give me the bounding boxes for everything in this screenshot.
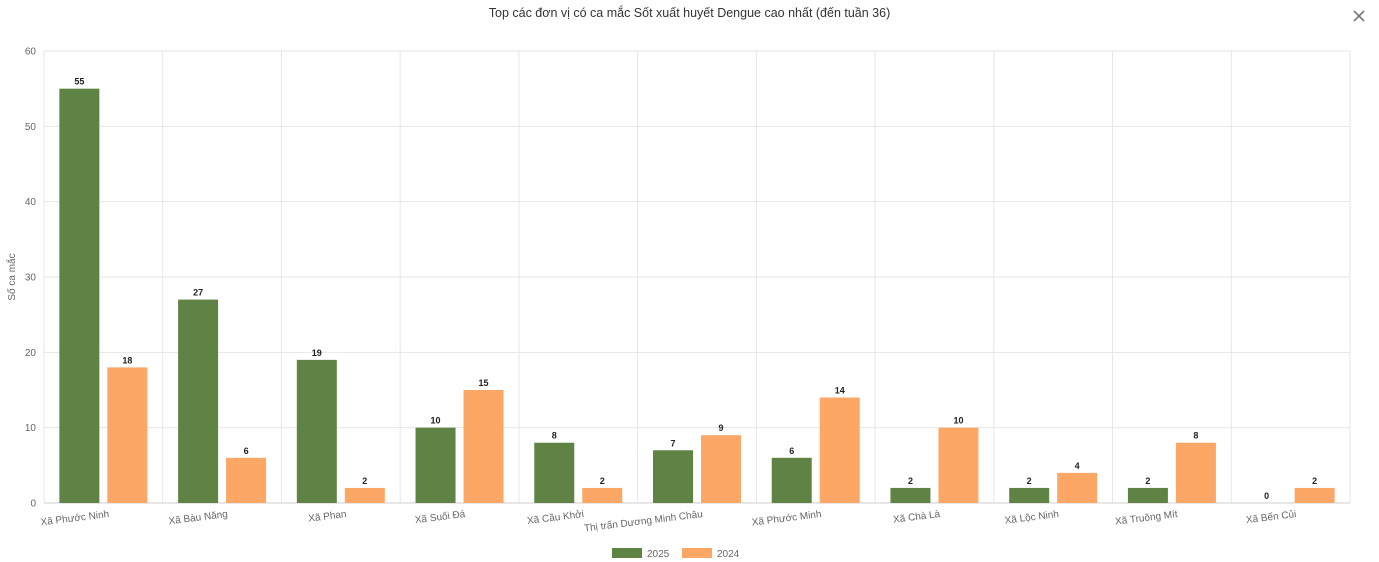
data-label: 2 (1312, 476, 1317, 486)
x-tick-label: Xã Phan (308, 509, 347, 525)
bar-2024[interactable] (226, 457, 267, 503)
y-tick-label: 40 (25, 197, 37, 208)
legend-label[interactable]: 2025 (647, 549, 670, 560)
bar-2024[interactable] (582, 487, 623, 503)
data-label: 2 (908, 476, 913, 486)
data-label: 8 (1193, 431, 1198, 441)
bar-2025[interactable] (59, 88, 100, 504)
x-tick-label: Xã Bến Củi (1245, 508, 1297, 526)
bar-2024[interactable] (107, 367, 148, 503)
bar-2024[interactable] (1294, 487, 1335, 503)
data-label: 14 (835, 386, 845, 396)
bar-2025[interactable] (1127, 487, 1168, 503)
data-label: 4 (1075, 461, 1080, 471)
bar-2024[interactable] (819, 397, 860, 503)
data-label: 10 (953, 416, 963, 426)
bar-2024[interactable] (344, 487, 385, 503)
bar-2025[interactable] (296, 359, 337, 503)
bar-2024[interactable] (938, 427, 979, 503)
data-label: 0 (1264, 491, 1269, 501)
x-tick-label: Xã Bàu Năng (168, 509, 228, 527)
data-label: 2 (1027, 476, 1032, 486)
data-label: 10 (431, 416, 441, 426)
y-tick-label: 20 (25, 348, 37, 359)
bar-2025[interactable] (415, 427, 456, 503)
y-axis-title: Số ca mắc (5, 253, 18, 300)
data-label: 6 (789, 446, 794, 456)
bar-2024[interactable] (463, 390, 504, 503)
data-label: 2 (600, 476, 605, 486)
data-label: 19 (312, 348, 322, 358)
chart-title: Top các đơn vị có ca mắc Sốt xuất huyết … (488, 6, 891, 20)
bar-2024[interactable] (701, 435, 741, 503)
bar-2025[interactable] (534, 442, 575, 503)
x-tick-label: Xã Cầu Khởi (526, 508, 584, 527)
data-label: 8 (552, 431, 557, 441)
x-tick-label: Xã Chà Là (893, 509, 942, 526)
data-label: 15 (479, 378, 489, 388)
data-label: 2 (362, 476, 367, 486)
y-tick-label: 60 (25, 47, 37, 58)
x-tick-label: Xã Truông Mít (1115, 509, 1179, 528)
y-tick-label: 10 (25, 423, 37, 434)
x-tick-label: Xã Lộc Ninh (1004, 509, 1059, 527)
legend-swatch-2024[interactable] (682, 548, 712, 558)
legend-swatch-2025[interactable] (612, 548, 642, 558)
close-icon (1353, 10, 1365, 22)
bar-2025[interactable] (1009, 487, 1050, 503)
bar-2025[interactable] (653, 450, 693, 503)
x-tick-label: Xã Phước Ninh (40, 509, 110, 528)
data-label: 27 (193, 288, 203, 298)
bar-2025[interactable] (178, 299, 219, 503)
x-tick-label: Xã Suối Đá (414, 508, 466, 526)
close-button[interactable] (1349, 6, 1369, 26)
data-label: 55 (74, 77, 84, 87)
y-tick-label: 0 (30, 499, 36, 510)
x-tick-label: Xã Phước Minh (751, 509, 822, 528)
legend-label[interactable]: 2024 (717, 549, 740, 560)
data-label: 2 (1145, 476, 1150, 486)
data-label: 18 (122, 355, 132, 365)
bar-2025[interactable] (771, 457, 812, 503)
y-tick-label: 50 (25, 122, 37, 133)
data-label: 9 (718, 423, 723, 433)
y-tick-label: 30 (25, 273, 37, 284)
data-label: 6 (244, 446, 249, 456)
bar-2025[interactable] (890, 487, 931, 503)
data-label: 7 (670, 438, 675, 448)
bar-2024[interactable] (1057, 472, 1098, 503)
bar-2024[interactable] (1175, 442, 1216, 503)
x-tick-label: Thị trấn Dương Minh Châu (583, 508, 703, 534)
